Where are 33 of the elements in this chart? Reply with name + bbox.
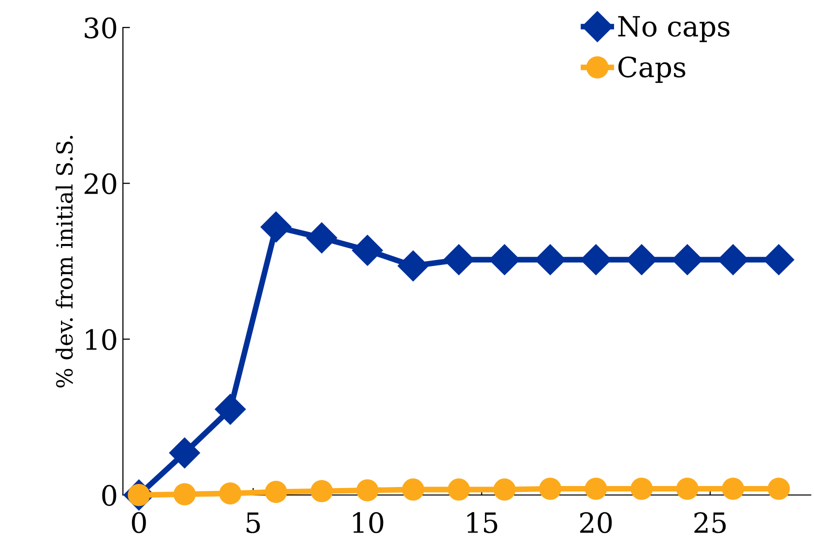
point (174, 483, 196, 506)
point (402, 478, 424, 501)
point (722, 478, 744, 500)
legend-label: Caps (618, 56, 686, 83)
y-tick-label: 20 (84, 173, 116, 194)
y-tick-label: 10 (86, 329, 116, 350)
point (493, 478, 516, 501)
point (398, 250, 429, 282)
point (539, 478, 562, 500)
point (310, 480, 333, 502)
y-tick-label: 0 (102, 484, 116, 506)
x-tick-label: 5 (246, 512, 260, 534)
point (448, 478, 470, 501)
y-tick-label: 30 (84, 17, 116, 38)
point (219, 482, 242, 505)
y-axis-title: % dev. from initial S.S. (56, 136, 73, 388)
point (260, 212, 292, 242)
point (306, 222, 338, 254)
x-tick-label: 25 (694, 512, 726, 534)
x-tick-label: 10 (353, 512, 384, 534)
x-tick-label: 15 (467, 512, 498, 534)
x-tick-label: 0 (132, 512, 146, 534)
point (356, 479, 379, 502)
point (676, 478, 698, 500)
x-tick-label: 20 (580, 512, 612, 534)
point (630, 478, 653, 500)
point (264, 480, 288, 503)
point (584, 478, 608, 500)
legend-label: No caps (618, 16, 730, 42)
point (768, 478, 790, 500)
point (214, 394, 246, 425)
point (352, 234, 383, 266)
point (169, 438, 200, 468)
